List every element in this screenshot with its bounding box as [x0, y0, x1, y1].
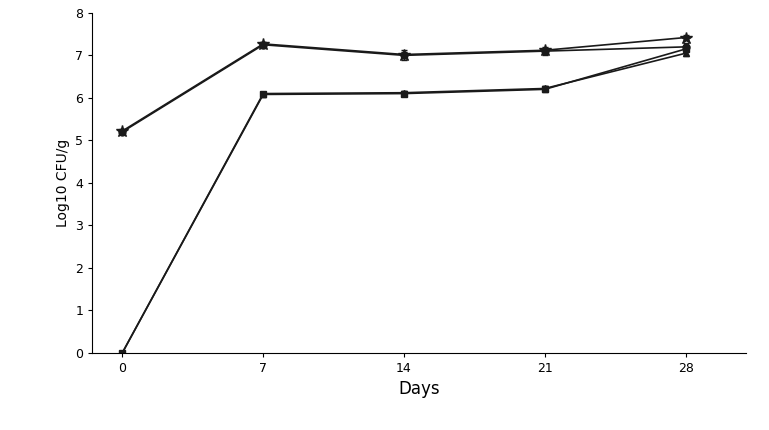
X-axis label: Days: Days	[398, 380, 440, 398]
Y-axis label: Log10 CFU/g: Log10 CFU/g	[55, 138, 70, 227]
